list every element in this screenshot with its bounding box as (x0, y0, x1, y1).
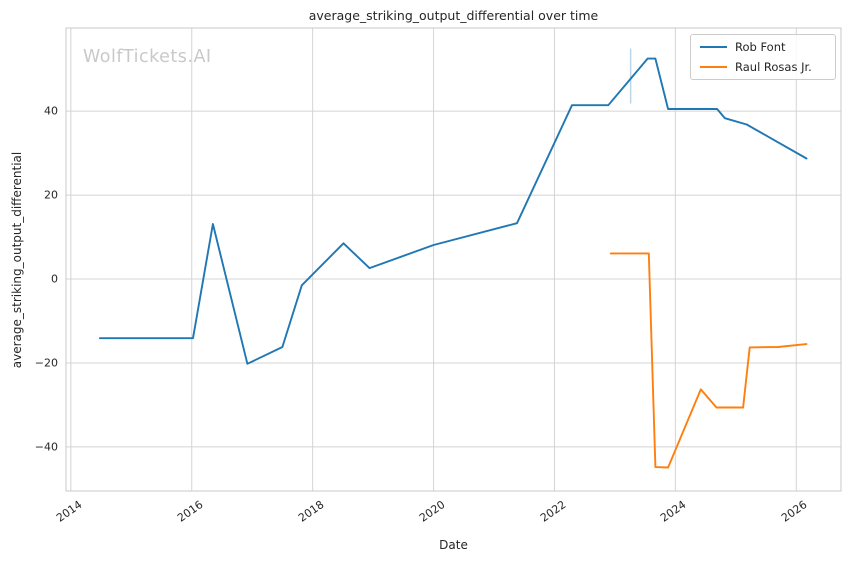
y-tick-label: 20 (44, 188, 58, 202)
y-tick-label: 40 (44, 104, 58, 118)
y-axis-label: average_striking_output_differential (10, 151, 24, 369)
legend: Rob Font Raul Rosas Jr. (690, 34, 836, 81)
series-line-rob-font (98, 57, 808, 365)
legend-line-swatch (700, 46, 727, 49)
y-tick-label: 0 (51, 272, 58, 286)
y-tick-label: −40 (34, 440, 58, 454)
y-gridlines (66, 110, 841, 448)
chart-title: average_striking_output_differential ove… (308, 8, 599, 23)
y-tick-label: −20 (34, 356, 58, 370)
x-gridlines (70, 28, 797, 491)
series-line-raul-rosas-jr (609, 252, 808, 469)
legend-line-swatch (700, 65, 727, 68)
legend-item-label: Raul Rosas Jr. (735, 59, 812, 74)
legend-item-label: Rob Font (735, 40, 786, 54)
watermark: WolfTickets.AI (83, 47, 212, 67)
legend-item-raul-rosas-jr: Raul Rosas Jr. (700, 59, 825, 74)
plot-border (65, 27, 842, 492)
legend-item-rob-font: Rob Font (700, 41, 825, 54)
x-axis-label: Date (439, 538, 468, 552)
